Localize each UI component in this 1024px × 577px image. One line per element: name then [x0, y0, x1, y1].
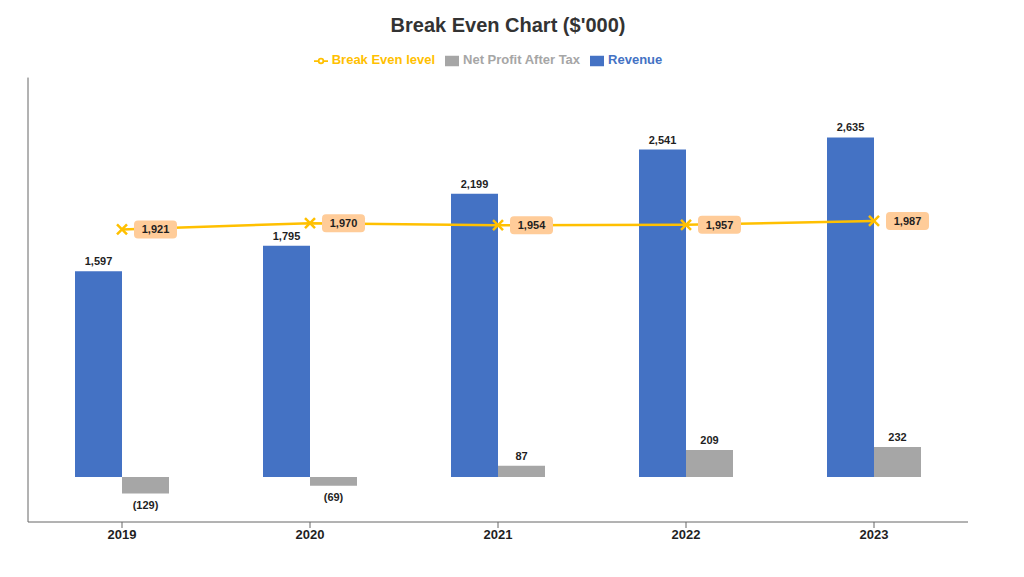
svg-text:2023: 2023 [860, 527, 889, 542]
svg-text:2019: 2019 [108, 527, 137, 542]
svg-text:1,954: 1,954 [518, 219, 546, 231]
svg-text:1,597: 1,597 [85, 255, 113, 267]
svg-text:1,921: 1,921 [142, 223, 170, 235]
svg-text:209: 209 [700, 434, 718, 446]
svg-text:2021: 2021 [484, 527, 513, 542]
svg-text:1,795: 1,795 [273, 230, 301, 242]
html-text:Revenue: Revenue [608, 52, 663, 67]
svg-text:2020: 2020 [296, 527, 325, 542]
svg-text:2,199: 2,199 [461, 178, 489, 190]
svg-text:(129): (129) [133, 499, 159, 511]
html-text:Net Profit After Tax: Net Profit After Tax [463, 52, 581, 67]
svg-text:2,541: 2,541 [649, 134, 677, 146]
svg-text:2,635: 2,635 [837, 121, 865, 133]
html-text:Break Even Chart ($'000): Break Even Chart ($'000) [390, 14, 626, 36]
svg-text:1,957: 1,957 [706, 219, 734, 231]
svg-text:1,987: 1,987 [894, 215, 922, 227]
svg-text:2022: 2022 [672, 527, 701, 542]
html-text:Break Even level: Break Even level [331, 52, 436, 67]
svg-text:87: 87 [515, 450, 527, 462]
svg-text:(69): (69) [324, 491, 344, 503]
svg-text:1,970: 1,970 [330, 217, 358, 229]
svg-text:232: 232 [888, 431, 906, 443]
